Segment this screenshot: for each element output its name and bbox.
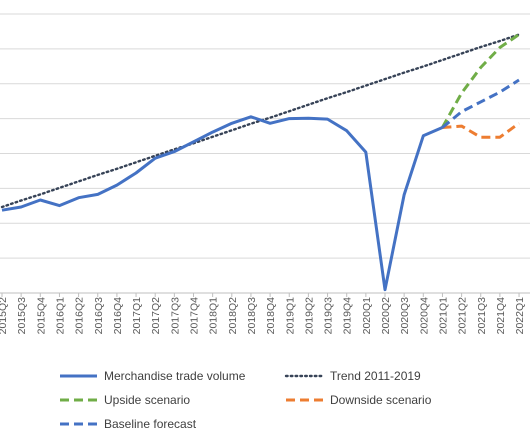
x-tick-label: 2021Q1 <box>437 297 449 335</box>
x-tick-label: 2018Q2 <box>227 297 239 335</box>
series-line-downside-scenario <box>442 122 520 139</box>
x-tick-label: 2017Q3 <box>169 297 181 335</box>
legend-label: Upside scenario <box>104 393 190 407</box>
x-tick-label: 2018Q3 <box>246 297 258 335</box>
x-tick-label: 2021Q3 <box>476 297 488 335</box>
x-tick-label: 2016Q3 <box>93 297 105 335</box>
x-tick-label: 2018Q1 <box>208 297 220 335</box>
x-tick-label: 2022Q1 <box>514 297 526 335</box>
x-tick-label: 2016Q4 <box>112 297 124 335</box>
x-tick-label: 2019Q4 <box>342 297 354 335</box>
legend-item: Upside scenario <box>60 393 190 407</box>
x-tick-label: 2017Q2 <box>150 297 162 335</box>
x-axis: 2015Q2 2015Q3 2015Q4 2016Q1 2016Q2 2016Q3 2016… <box>0 292 530 335</box>
series-line-baseline-forecast <box>441 78 520 129</box>
legend-item: Baseline forecast <box>60 417 197 431</box>
x-tick-label: 2016Q2 <box>74 297 86 335</box>
x-tick-label: 2017Q4 <box>189 297 201 335</box>
x-tick-label: 2018Q4 <box>265 297 277 335</box>
x-tick-label: 2020Q3 <box>399 297 411 335</box>
legend-item: Trend 2011-2019 <box>284 369 421 383</box>
legend-item: Downside scenario <box>286 393 432 407</box>
legend: Merchandise trade volume Trend 2011-2019 U… <box>60 369 432 431</box>
x-tick-label: 2017Q1 <box>131 297 143 335</box>
legend-label: Trend 2011-2019 <box>330 369 421 383</box>
x-tick-label: 2020Q2 <box>380 297 392 335</box>
legend-item: Merchandise trade volume <box>60 369 246 383</box>
x-tick-label: 2019Q3 <box>323 297 335 335</box>
series-line-merchandise-trade-volume <box>1 115 443 292</box>
legend-label: Downside scenario <box>330 393 432 407</box>
x-tick-label: 2019Q2 <box>303 297 315 335</box>
x-tick-label: 2015Q3 <box>16 297 28 335</box>
x-tick-label: 2020Q4 <box>418 297 430 335</box>
x-tick-label: 2015Q4 <box>35 297 47 335</box>
gridlines <box>0 13 530 294</box>
x-tick-label: 2015Q2 <box>0 297 9 335</box>
series-line-upside-scenario <box>441 33 520 129</box>
x-tick-label: 2016Q1 <box>54 297 66 335</box>
x-tick-label: 2019Q1 <box>284 297 296 335</box>
legend-label: Baseline forecast <box>104 417 197 431</box>
x-tick-label: 2020Q1 <box>361 297 373 335</box>
x-tick-label: 2021Q2 <box>457 297 469 335</box>
plot-series <box>0 33 521 292</box>
legend-label: Merchandise trade volume <box>104 369 246 383</box>
x-tick-label: 2021Q4 <box>495 297 507 335</box>
